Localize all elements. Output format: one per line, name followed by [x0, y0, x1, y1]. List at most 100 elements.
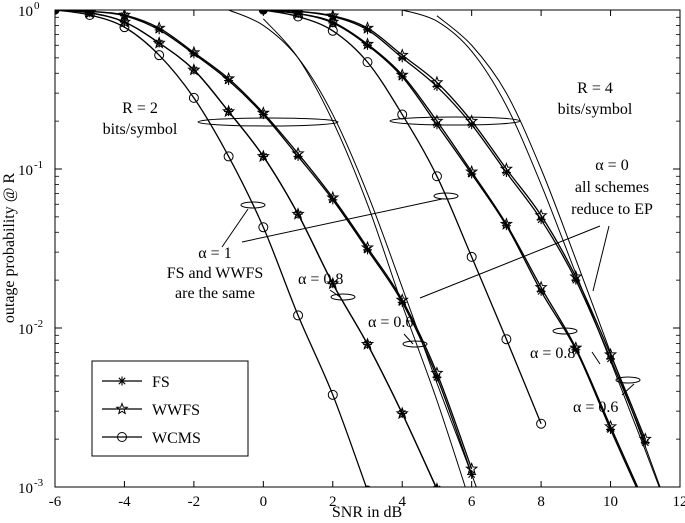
- ref-curve-R2-alpha-06: [262, 18, 466, 487]
- annotation-alpha08-r2: α = 0.8: [298, 271, 343, 288]
- series-R2-alpha-1-wwfs-point-7: [291, 207, 305, 220]
- arrow-alpha0-b: [592, 225, 610, 292]
- series-R4-alpha-1-wwfs-point-6: [465, 164, 479, 178]
- series-R4-alpha-1-wwfs-point-10: [603, 419, 618, 433]
- series-R2-alpha-08-wwfs-point-11: [430, 366, 444, 379]
- svg-text:reduce to EP: reduce to EP: [571, 201, 653, 218]
- svg-text:bits/symbol: bits/symbol: [558, 101, 633, 118]
- svg-text:are the same: are the same: [175, 285, 255, 302]
- x-tick-label-9: 12: [673, 494, 685, 510]
- series-R4-alpha-1-wwfs-point-2: [326, 15, 340, 28]
- ellipse-alpha1-r4: [433, 192, 459, 200]
- ref-curve-R4-alpha-0: [402, 10, 660, 487]
- y-tick-label-1: 10: [18, 163, 33, 179]
- series-R4-alpha-1-wwfs-point-3: [360, 37, 375, 50]
- series-R4-alpha-08-wwfs-point-7: [499, 162, 513, 175]
- series-R4-alpha-08-wwfs-point-6: [465, 114, 479, 127]
- series-R2-alpha-1-wcms-point-3: [154, 50, 165, 61]
- ellipse-r2: [197, 117, 339, 127]
- arrow-alpha1-b: [241, 198, 443, 243]
- ellipse-alpha06-r4: [615, 376, 641, 384]
- series-R4-alpha-08-wwfs-point-11: [638, 432, 652, 445]
- series-R2-alpha-1-wcms-point-6: [258, 222, 269, 233]
- x-tick-label-4: 2: [329, 494, 337, 510]
- series-R2-alpha-1-wwfs-point-9: [360, 337, 375, 350]
- series-R4-alpha-1-wwfs-markers: [258, 10, 650, 509]
- x-axis-label: SNR in dB: [332, 504, 402, 521]
- series-R4-alpha-08-wwfs-point-10: [603, 347, 618, 361]
- series-R4-alpha-08-wwfs-point-5: [430, 75, 444, 89]
- legend-label-fs: FS: [152, 374, 170, 391]
- series-R4-alpha-1-wwfs-point-11: [640, 499, 650, 509]
- series-R2-alpha-08-wwfs-point-10: [395, 293, 409, 306]
- ref-curve-R2-alpha-0: [228, 10, 477, 487]
- ellipse-r4: [389, 116, 521, 126]
- annotation-alpha0: α = 0 all schemes reduce to EP: [571, 157, 653, 218]
- series-R2-alpha-08-wwfs-point-0: [55, 10, 60, 15]
- ellipse-alpha08-r2: [330, 293, 356, 301]
- ellipse-alpha06-r2: [402, 340, 428, 348]
- series-R2-alpha-08-wwfs-point-12: [465, 461, 479, 475]
- x-tick-label-3: 0: [260, 494, 268, 510]
- x-tick-label-2: -2: [188, 494, 201, 510]
- annotation-alpha06-r2: α = 0.6: [368, 314, 413, 331]
- annotation-graphics: [197, 116, 641, 396]
- legend-item-wwfs: WWFS: [102, 402, 200, 419]
- pointer-alpha06-r2: [403, 333, 414, 345]
- legend-marker-wwfs: [115, 402, 129, 415]
- annotation-alpha06-r4: α = 0.6: [573, 399, 618, 416]
- series-R4-alpha-1-wwfs-point-8: [534, 280, 548, 294]
- y-tick-exp-1: -1: [34, 159, 43, 171]
- series-R2-alpha-1-wcms-point-9: [363, 485, 372, 487]
- legend-marker-wcms: [117, 432, 127, 442]
- svg-text:bits/symbol: bits/symbol: [103, 121, 178, 138]
- svg-text:α = 1: α = 1: [198, 245, 231, 262]
- series-R2-alpha-1-wcms-point-5: [223, 151, 234, 162]
- svg-text:all schemes: all schemes: [575, 179, 649, 196]
- series-R4-alpha-1-fs-point-11: [641, 502, 650, 511]
- series-R4-alpha-1-wwfs-point-5: [430, 114, 444, 127]
- series-R2-alpha-08-wwfs-point-2: [117, 10, 132, 21]
- y-axis-label: outage probability @ R: [1, 173, 18, 324]
- series-R4-alpha-1-wcms-line: [263, 10, 542, 424]
- series-R2-alpha-1-wcms-point-8: [327, 389, 338, 400]
- legend-marker-fs: [117, 376, 127, 386]
- x-tick-label-8: 10: [603, 494, 618, 510]
- series-R2-alpha-08-wwfs-point-1: [84, 10, 96, 17]
- annotation-alpha08-r4: α = 0.8: [530, 345, 575, 362]
- y-tick-exp-3: -3: [34, 477, 44, 489]
- series-R2-alpha-1-wwfs-point-4: [187, 62, 201, 76]
- series-R4-alpha-08-wwfs-point-4: [395, 48, 409, 61]
- series-R4-alpha-1-wcms-point-6: [466, 251, 477, 262]
- annotation-r4: R = 4 bits/symbol: [558, 80, 633, 118]
- legend-item-fs: FS: [102, 374, 170, 391]
- series-R4-alpha-1-wcms-point-5: [431, 171, 442, 182]
- y-tick-label-2: 10: [18, 322, 33, 338]
- ellipse-alpha1-r2: [240, 201, 266, 209]
- x-tick-label-7: 8: [537, 494, 545, 510]
- series-R2-alpha-1-wwfs-point-6: [256, 149, 270, 163]
- series-R2-alpha-1-wcms-line: [55, 10, 367, 487]
- series-R2-alpha-08-wwfs-point-3: [152, 21, 166, 34]
- y-tick-label-0: 10: [18, 4, 33, 20]
- pointer-alpha08-r2: [329, 289, 341, 298]
- legend-label-wwfs: WWFS: [152, 402, 200, 419]
- series-R4-alpha-08-wwfs-point-2: [326, 10, 340, 22]
- series-R4-alpha-1-wcms-point-7: [501, 334, 512, 345]
- series-R4-alpha-08-wwfs-point-3: [360, 21, 375, 34]
- arrow-alpha0-a: [419, 225, 601, 299]
- series-R4-alpha-1-wwfs-point-4: [395, 68, 409, 81]
- legend-label-wcms: WCMS: [152, 430, 201, 447]
- series-R2-alpha-08-wwfs-point-9: [360, 240, 375, 254]
- y-tick-label-3: 10: [18, 481, 33, 497]
- annotation-alpha1: α = 1 FS and WWFS are the same: [167, 245, 264, 302]
- x-tick-label-6: 6: [468, 494, 476, 510]
- legend-item-wcms: WCMS: [102, 430, 201, 447]
- x-tick-label-0: -6: [49, 494, 62, 510]
- y-tick-exp-2: -2: [34, 318, 43, 330]
- series-R2-alpha-08-wwfs-point-4: [187, 45, 201, 59]
- x-tick-label-5: 4: [398, 494, 406, 510]
- x-tick-label-1: -4: [118, 494, 131, 510]
